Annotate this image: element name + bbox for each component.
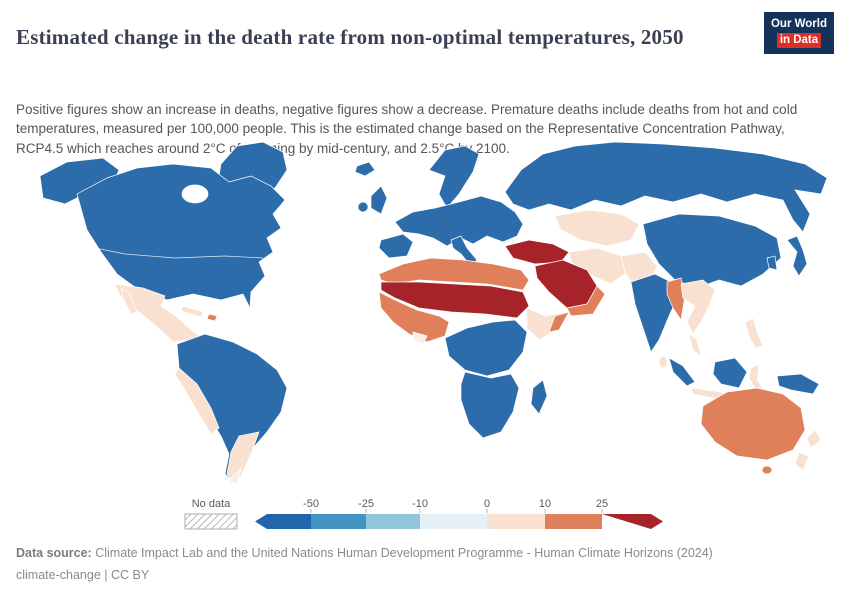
owid-logo-line1: Our World: [770, 18, 827, 30]
region-andean-coast[interactable]: [174, 367, 220, 435]
license-separator: |: [100, 567, 111, 582]
region-turkey-caucasus[interactable]: [504, 239, 570, 265]
legend-bin-4[interactable]: [487, 514, 545, 529]
region-myanmar[interactable]: [666, 277, 686, 321]
region-sumatra[interactable]: [668, 357, 696, 387]
region-sahara-sahel[interactable]: [380, 281, 530, 319]
region-scandinavia[interactable]: [428, 145, 480, 209]
legend-arrow-left[interactable]: [255, 514, 311, 529]
chart-footer: Data source: Climate Impact Lab and the …: [16, 543, 828, 587]
legend-label-4: 10: [539, 498, 551, 510]
region-patagonia[interactable]: [228, 466, 242, 485]
region-japan[interactable]: [786, 235, 808, 277]
region-iberia[interactable]: [378, 233, 414, 259]
world-map: [39, 141, 828, 485]
legend-label-0: -50: [303, 498, 319, 510]
region-west-africa[interactable]: [378, 291, 450, 343]
chart-subtitle: Positive figures show an increase in dea…: [16, 101, 798, 156]
data-source-label: Data source:: [16, 546, 92, 560]
license-line: climate-change | CC BY: [16, 565, 828, 587]
legend-ticks: [310, 509, 603, 513]
hudson-bay: [181, 184, 209, 204]
region-europe-mainland[interactable]: [394, 195, 524, 247]
region-kazakhstan[interactable]: [554, 209, 640, 247]
region-canada-usa[interactable]: [76, 163, 286, 310]
topic-link[interactable]: climate-change: [16, 567, 101, 582]
region-iceland[interactable]: [354, 161, 376, 177]
legend-bin-3[interactable]: [420, 514, 487, 529]
region-korea[interactable]: [766, 255, 778, 271]
data-source-text: Climate Impact Lab and the United Nation…: [91, 546, 713, 560]
legend-label-1: -25: [358, 498, 374, 510]
region-australia[interactable]: [700, 387, 806, 461]
region-cuba[interactable]: [180, 305, 204, 318]
legend-bin-2[interactable]: [366, 514, 420, 529]
region-southern-africa[interactable]: [460, 371, 520, 439]
border-usa-canada: [84, 245, 264, 259]
region-indochina[interactable]: [680, 279, 716, 335]
region-borneo[interactable]: [712, 357, 748, 389]
region-gulf-of-guinea[interactable]: [412, 331, 428, 345]
region-new-guinea[interactable]: [776, 373, 820, 395]
no-data-swatch[interactable]: [184, 513, 238, 530]
region-madagascar[interactable]: [530, 379, 548, 415]
region-iran[interactable]: [568, 247, 628, 285]
world-map-container: [15, 136, 835, 488]
region-central-africa[interactable]: [444, 319, 528, 377]
region-tasmania[interactable]: [761, 465, 773, 475]
region-philippines[interactable]: [744, 317, 764, 349]
legend-label-2: -10: [412, 498, 428, 510]
no-data-label: No data: [192, 498, 231, 510]
region-sri-lanka[interactable]: [658, 355, 668, 369]
region-somalia[interactable]: [548, 311, 570, 333]
legend-bin-5[interactable]: [545, 514, 602, 529]
legend-arrow-right[interactable]: [602, 514, 663, 529]
map-legend: No data -50 -25 -10 0 10 25: [170, 492, 682, 536]
region-ireland[interactable]: [357, 201, 369, 213]
license-link[interactable]: CC BY: [110, 567, 150, 582]
data-source-line: Data source: Climate Impact Lab and the …: [16, 543, 828, 565]
region-russia[interactable]: [504, 141, 828, 233]
region-sulawesi[interactable]: [748, 363, 764, 389]
region-new-zealand-south[interactable]: [794, 451, 810, 471]
legend-label-3: 0: [484, 498, 490, 510]
region-baja-california[interactable]: [120, 287, 138, 315]
legend-label-5: 25: [596, 498, 608, 510]
region-yemen-oman[interactable]: [566, 285, 606, 317]
region-china-mongolia[interactable]: [642, 213, 782, 289]
owid-logo-line2: in Data: [776, 32, 822, 49]
page-title: Estimated change in the death rate from …: [16, 25, 684, 50]
region-malay-peninsula[interactable]: [688, 333, 702, 357]
region-united-kingdom[interactable]: [370, 185, 388, 215]
region-hispaniola[interactable]: [206, 313, 218, 322]
region-new-zealand-north[interactable]: [806, 429, 822, 449]
owid-logo[interactable]: Our World in Data: [763, 12, 834, 55]
legend-bin-1[interactable]: [311, 514, 366, 529]
